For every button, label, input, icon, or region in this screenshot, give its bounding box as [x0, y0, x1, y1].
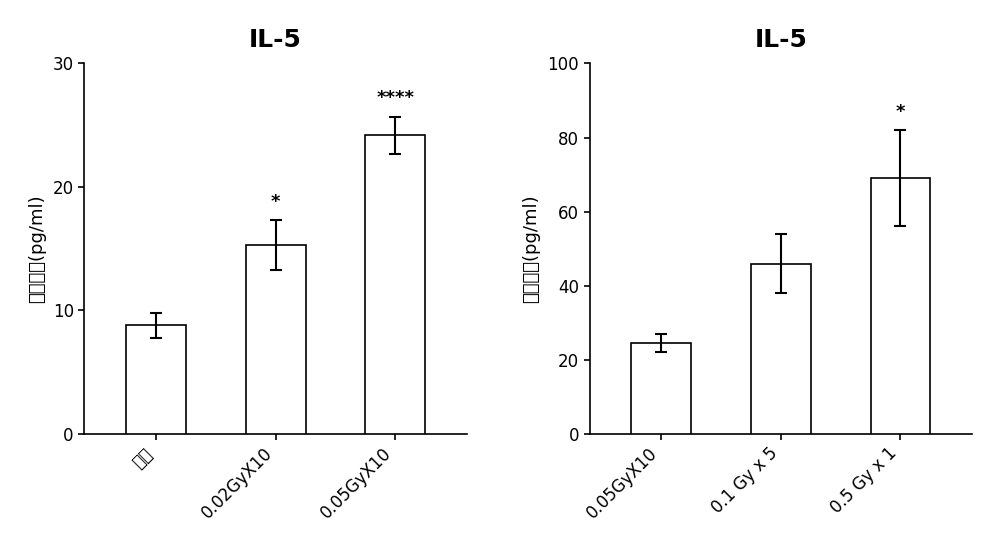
Bar [365, 135, 425, 434]
Bar [126, 325, 186, 434]
Bar [871, 178, 930, 434]
Text: *: * [896, 103, 905, 121]
Text: ****: **** [376, 89, 414, 107]
Title: IL-5: IL-5 [249, 28, 302, 52]
Bar [631, 343, 691, 434]
Y-axis label: 血浆含量(pg/ml): 血浆含量(pg/ml) [28, 194, 46, 303]
Title: IL-5: IL-5 [754, 28, 807, 52]
Bar [751, 263, 811, 434]
Text: *: * [271, 193, 280, 211]
Bar [246, 245, 306, 434]
Y-axis label: 血浆含量(pg/ml): 血浆含量(pg/ml) [523, 194, 541, 303]
